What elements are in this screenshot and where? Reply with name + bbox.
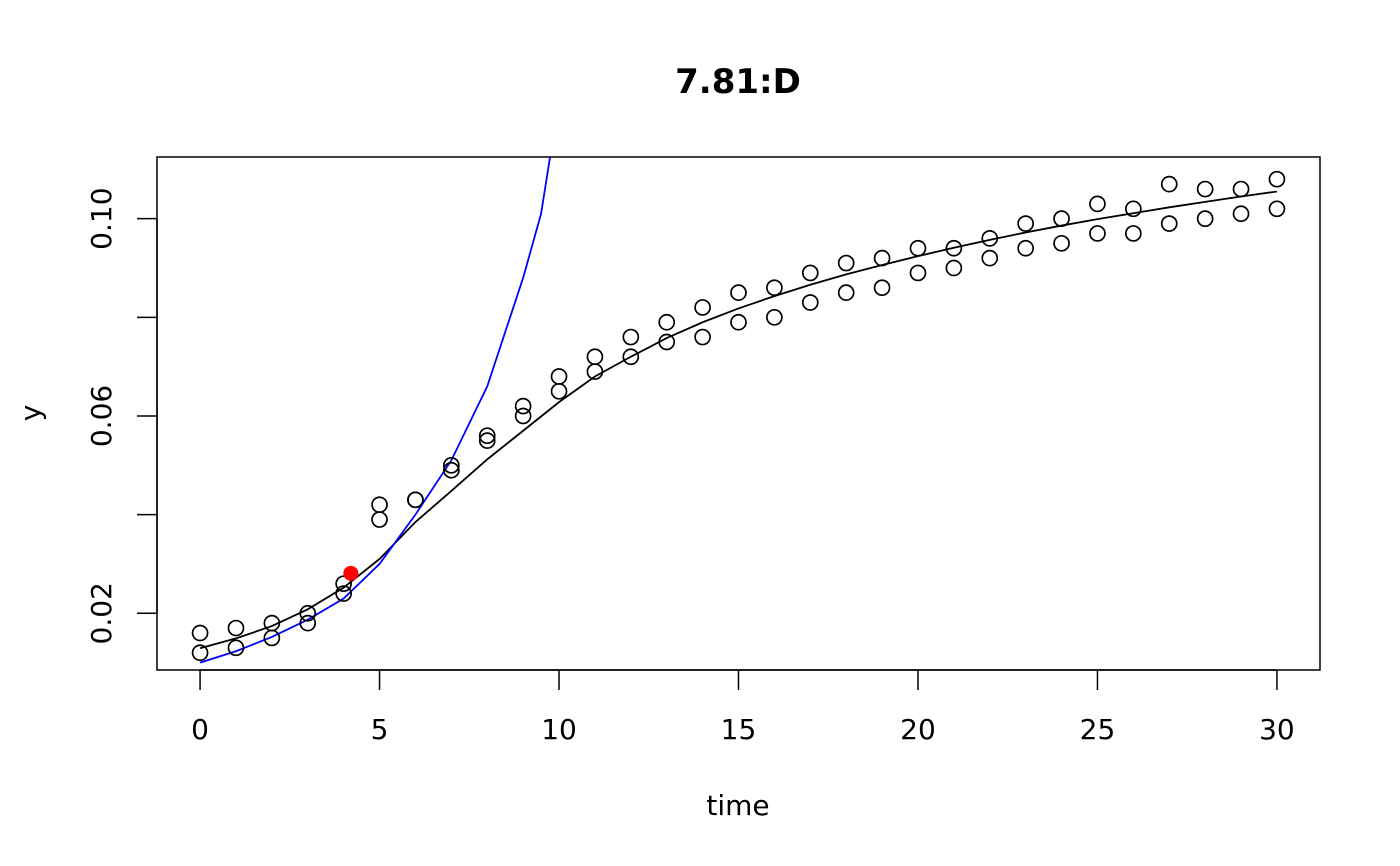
y-tick-label: 0.10: [85, 187, 118, 249]
data-point: [1268, 200, 1286, 218]
data-point: [514, 397, 532, 415]
data-point: [1089, 195, 1106, 213]
data-point: [622, 328, 640, 346]
data-point: [335, 575, 353, 593]
data-point: [442, 461, 460, 479]
data-point: [801, 294, 819, 311]
data-point: [1232, 205, 1250, 223]
data-point: [981, 230, 999, 247]
inflection-point: [343, 565, 359, 581]
data-point: [909, 264, 927, 282]
data-point: [730, 313, 747, 331]
x-tick-label: 25: [1080, 713, 1116, 746]
x-tick-label: 0: [191, 713, 209, 746]
data-point: [335, 585, 353, 602]
data-point: [909, 239, 927, 257]
plot-area: [191, 157, 1286, 664]
data-point: [299, 604, 317, 622]
data-point: [873, 249, 891, 267]
data-point: [191, 624, 209, 642]
data-point: [550, 368, 568, 385]
x-tick-label: 10: [541, 713, 577, 746]
data-point: [1124, 225, 1142, 242]
data-point: [1017, 215, 1035, 232]
x-tick-label: 30: [1259, 713, 1295, 746]
data-point: [1232, 180, 1250, 198]
chart-title: 7.81:D: [675, 62, 801, 102]
data-point: [1160, 175, 1178, 193]
fitted-curve: [199, 190, 1278, 650]
plot-frame: [156, 156, 1321, 671]
y-tick-label: 0.02: [85, 582, 118, 644]
data-point: [694, 328, 711, 346]
y-axis: 0.02 0.06 0.10: [85, 187, 158, 644]
data-point: [478, 432, 496, 449]
data-point: [801, 264, 819, 282]
x-axis: 0 5 10 15 20 25 30: [191, 669, 1295, 746]
data-point: [586, 348, 604, 366]
x-tick-label: 20: [900, 713, 936, 746]
data-point: [945, 239, 963, 257]
data-point: [1196, 180, 1214, 198]
data-point: [766, 308, 783, 326]
x-tick-label: 15: [721, 713, 757, 746]
data-point: [407, 491, 424, 509]
data-point: [694, 299, 711, 316]
data-point: [981, 249, 999, 267]
data-point: [227, 639, 245, 657]
data-point: [945, 259, 963, 277]
data-point: [873, 279, 891, 297]
data-point: [1268, 170, 1286, 188]
data-point: [514, 407, 532, 425]
data-point: [1124, 200, 1142, 218]
y-axis-title: y: [14, 405, 47, 422]
x-tick-label: 5: [371, 713, 389, 746]
data-point: [299, 614, 317, 632]
x-axis-title: time: [706, 789, 769, 822]
data-point: [622, 348, 640, 366]
data-point: [263, 629, 281, 647]
data-point: [191, 644, 209, 662]
data-point: [371, 496, 388, 514]
data-point: [730, 284, 747, 301]
data-point: [227, 619, 245, 637]
data-point: [1053, 234, 1070, 252]
data-point: [371, 511, 388, 528]
data-point: [442, 456, 460, 474]
data-point: [837, 284, 855, 301]
data-point: [658, 313, 676, 331]
data-point: [586, 363, 604, 380]
exponential-curve: [199, 157, 551, 664]
data-point: [550, 382, 568, 400]
data-point: [1160, 215, 1178, 232]
y-tick-label: 0.06: [85, 385, 118, 447]
data-point: [837, 254, 855, 272]
data-point: [1089, 225, 1106, 242]
data-point: [1196, 210, 1214, 228]
data-point: [478, 427, 496, 445]
data-point: [766, 279, 783, 297]
data-point: [1053, 210, 1070, 228]
data-point: [1017, 239, 1035, 257]
data-point: [658, 333, 676, 351]
